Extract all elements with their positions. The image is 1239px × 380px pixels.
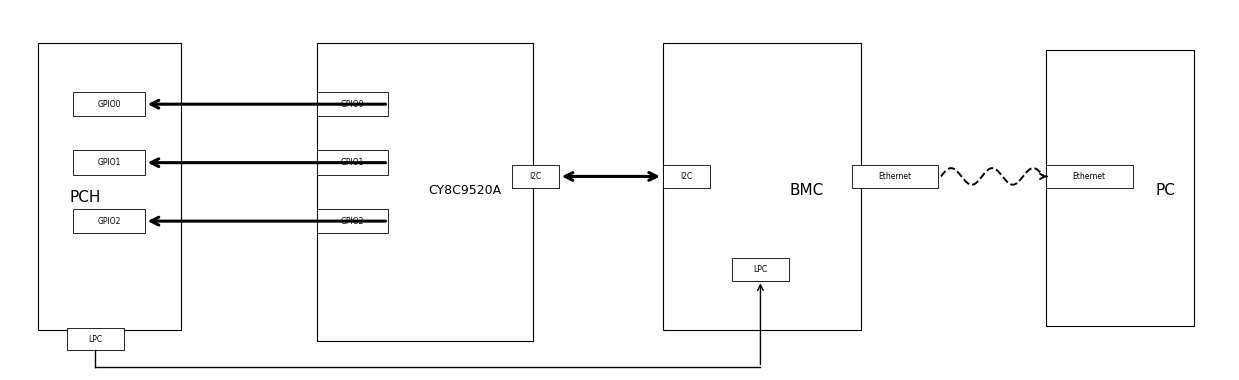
Text: I2C: I2C [529, 172, 541, 181]
Bar [1046, 51, 1194, 326]
Text: LPC: LPC [88, 334, 103, 344]
Text: GPIO0: GPIO0 [341, 100, 364, 109]
Text: CY8C9520A: CY8C9520A [429, 184, 502, 196]
Bar [317, 92, 388, 116]
Bar [73, 92, 145, 116]
Bar [512, 165, 559, 188]
Text: GPIO1: GPIO1 [341, 158, 364, 167]
Bar [67, 328, 124, 350]
Text: GPIO2: GPIO2 [341, 217, 364, 226]
Bar [663, 43, 861, 329]
Bar [317, 209, 388, 233]
Bar [317, 43, 533, 341]
Bar [73, 209, 145, 233]
Text: GPIO2: GPIO2 [97, 217, 120, 226]
Bar [852, 165, 938, 188]
Bar [1046, 165, 1132, 188]
Text: GPIO0: GPIO0 [97, 100, 120, 109]
Bar [317, 150, 388, 175]
Bar [73, 150, 145, 175]
Text: BMC: BMC [789, 182, 823, 198]
Text: PC: PC [1156, 182, 1176, 198]
Text: PCH: PCH [69, 190, 102, 205]
Bar [732, 258, 789, 280]
Bar [38, 43, 181, 329]
Bar [663, 165, 710, 188]
Text: LPC: LPC [753, 265, 767, 274]
Text: Ethernet: Ethernet [878, 172, 912, 181]
Text: I2C: I2C [680, 172, 693, 181]
Text: Ethernet: Ethernet [1073, 172, 1106, 181]
Text: GPIO1: GPIO1 [97, 158, 120, 167]
